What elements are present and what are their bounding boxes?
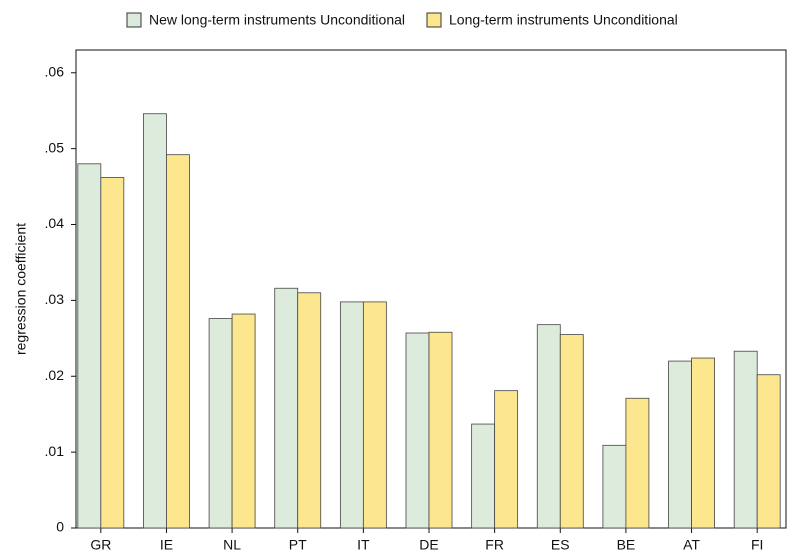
bar — [208, 318, 233, 529]
x-tick-label: IT — [357, 537, 370, 553]
bar — [100, 177, 125, 529]
x-tick-label: NL — [223, 537, 241, 553]
bar — [471, 423, 496, 529]
bar — [297, 292, 322, 529]
x-tick-label: IE — [160, 537, 173, 553]
bar — [756, 374, 781, 529]
bar — [166, 154, 190, 529]
bar — [602, 444, 627, 529]
bar — [231, 313, 256, 529]
y-tick-label: .05 — [45, 139, 65, 155]
y-tick-label: .04 — [45, 215, 65, 231]
bar — [405, 332, 430, 529]
y-tick-label: .02 — [45, 367, 65, 383]
legend-swatch — [126, 12, 142, 28]
y-axis-label: regression coefficient — [13, 223, 29, 355]
x-tick-label: FR — [485, 537, 504, 553]
bar — [428, 331, 453, 529]
x-tick-label: AT — [683, 537, 700, 553]
bar — [143, 113, 167, 529]
x-tick-label: DE — [419, 537, 438, 553]
legend-label: New long-term instruments Unconditional — [149, 12, 405, 28]
bar — [494, 390, 519, 529]
bar — [733, 350, 758, 529]
bar — [77, 163, 102, 529]
legend-swatch — [426, 12, 442, 28]
bar — [274, 287, 299, 529]
x-tick-label: BE — [617, 537, 636, 553]
x-tick-label: GR — [90, 537, 111, 553]
bar — [625, 397, 650, 529]
legend-label: Long-term instruments Unconditional — [449, 12, 678, 28]
x-tick-label: FI — [751, 537, 763, 553]
bar — [362, 301, 387, 529]
y-tick-label: .03 — [45, 291, 65, 307]
y-tick-label: .06 — [45, 63, 65, 79]
y-tick-label: .01 — [45, 443, 65, 459]
bar — [668, 360, 692, 529]
bar — [536, 324, 561, 529]
x-tick-label: ES — [551, 537, 570, 553]
x-tick-label: PT — [289, 537, 307, 553]
y-tick-label: 0 — [56, 519, 64, 535]
bar — [691, 357, 715, 529]
bar — [559, 334, 584, 529]
bar — [339, 301, 364, 529]
